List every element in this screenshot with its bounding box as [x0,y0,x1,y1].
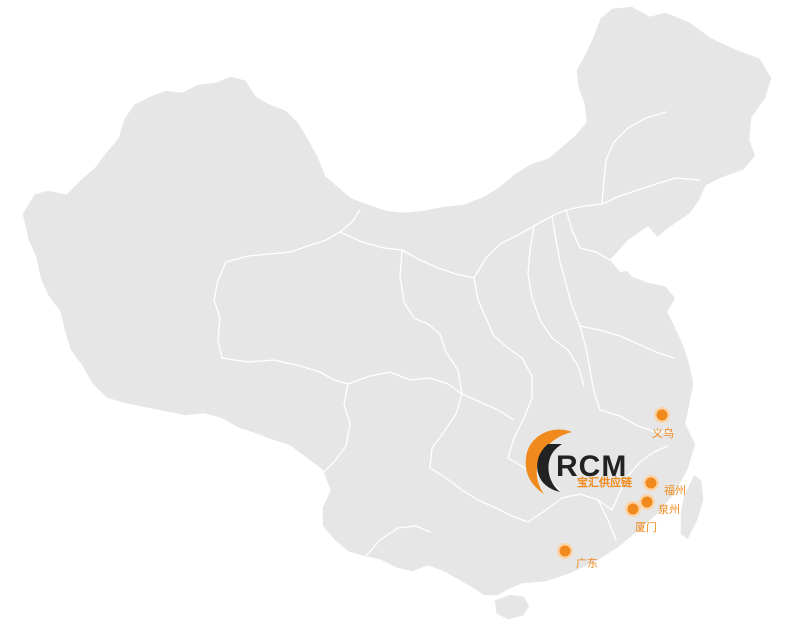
city-label-fuzhou: 福州 [664,483,686,497]
marker-xiamen[interactable]: 厦门 [625,501,657,534]
marker-dot [656,409,668,421]
marker-guangdong[interactable]: 广东 [557,543,598,570]
city-label-xiamen: 厦门 [635,520,657,534]
logo-swoosh-orange [525,429,572,494]
bohai-sea [610,226,660,272]
logo-swoosh-black [537,444,562,492]
marker-dot [645,477,657,489]
marker-fuzhou[interactable]: 福州 [643,475,686,497]
marker-dot [641,496,653,508]
marker-dot [559,545,571,557]
marker-dot [627,503,639,515]
province-borders [213,111,701,557]
city-label-guangdong: 广东 [576,557,598,570]
city-label-quanzhou: 泉州 [658,502,680,516]
logo-subtitle: 宝汇供应链 [577,475,633,489]
rcm-logo: RCM 宝汇供应链 [525,429,633,494]
hainan-island [493,593,531,621]
marker-quanzhou[interactable]: 泉州 [639,494,680,516]
marker-yiwu[interactable]: 义乌 [652,407,674,440]
city-markers: 义乌 福州 泉州 厦门 广东 [557,407,686,570]
taiwan-island [679,473,705,541]
city-label-yiwu: 义乌 [652,426,674,440]
logo-wordmark: RCM [556,450,627,483]
